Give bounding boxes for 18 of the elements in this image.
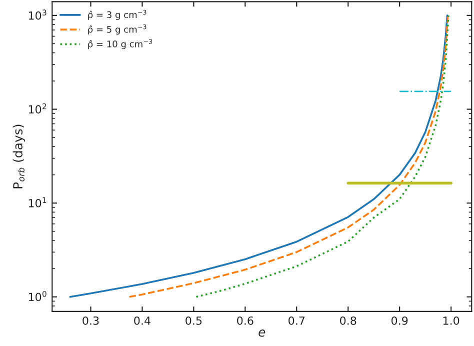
legend-label: ρ̂ = 5 g cm$^{−3}$ xyxy=(88,24,146,35)
y-tick-label: 10$^{0}$ xyxy=(28,290,46,302)
y-tick-label: 10$^{3}$ xyxy=(28,10,46,20)
y-axis-title: P$_{orb}$ (days) xyxy=(12,124,25,188)
x-tick-label: 0.7 xyxy=(288,316,305,325)
y-tick-label: 10$^{1}$ xyxy=(28,197,46,208)
line-series xyxy=(195,14,450,298)
x-tick-label: 0.6 xyxy=(237,316,254,325)
legend-label: ρ̂ = 10 g cm$^{−3}$ xyxy=(88,39,152,50)
x-tick-label: 0.5 xyxy=(186,316,202,325)
x-axis-title: e xyxy=(258,330,266,337)
x-tick-label: 0.3 xyxy=(82,316,99,325)
x-tick-label: 1.0 xyxy=(443,316,460,325)
x-tick-label: 0.4 xyxy=(134,316,150,325)
y-tick-label: 10$^{2}$ xyxy=(28,103,46,114)
x-tick-label: 0.9 xyxy=(391,316,408,325)
x-tick-label: 0.8 xyxy=(340,316,356,325)
legend-label: ρ̂ = 3 g cm$^{−3}$ xyxy=(88,10,146,20)
